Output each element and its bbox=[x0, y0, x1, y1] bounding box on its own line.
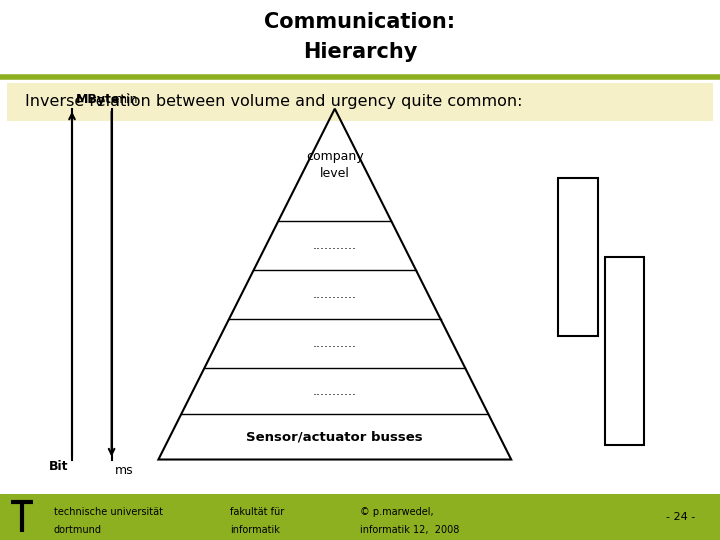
Text: informatik: informatik bbox=[230, 525, 280, 535]
Text: MByte: MByte bbox=[76, 93, 120, 106]
Text: © p.marwedel,: © p.marwedel, bbox=[360, 507, 433, 517]
Bar bbox=[605, 257, 644, 445]
Text: ms: ms bbox=[115, 464, 134, 477]
Text: field bus: field bus bbox=[620, 327, 629, 375]
Text: ...........: ........... bbox=[312, 384, 357, 397]
Text: LAN/WAN: LAN/WAN bbox=[573, 231, 582, 284]
Text: technische universität: technische universität bbox=[54, 507, 163, 517]
Text: ...........: ........... bbox=[312, 288, 357, 301]
Text: informatik 12,  2008: informatik 12, 2008 bbox=[360, 525, 459, 535]
Text: Inverse relation between volume and urgency quite common:: Inverse relation between volume and urge… bbox=[25, 94, 523, 109]
Text: - 24 -: - 24 - bbox=[665, 512, 695, 522]
Text: fi: fi bbox=[197, 508, 212, 526]
Text: Bit: Bit bbox=[49, 460, 68, 472]
Text: fakultät für: fakultät für bbox=[230, 507, 284, 517]
Bar bbox=[7, 83, 713, 121]
Text: ...........: ........... bbox=[312, 338, 357, 350]
Text: Sensor/actuator busses: Sensor/actuator busses bbox=[246, 430, 423, 443]
Text: dortmund: dortmund bbox=[54, 525, 102, 535]
Text: min: min bbox=[115, 93, 139, 106]
Text: Hierarchy: Hierarchy bbox=[303, 42, 417, 62]
Text: company
level: company level bbox=[306, 150, 364, 180]
Text: Communication:: Communication: bbox=[264, 12, 456, 32]
Text: ...........: ........... bbox=[312, 239, 357, 252]
Bar bbox=[558, 178, 598, 336]
